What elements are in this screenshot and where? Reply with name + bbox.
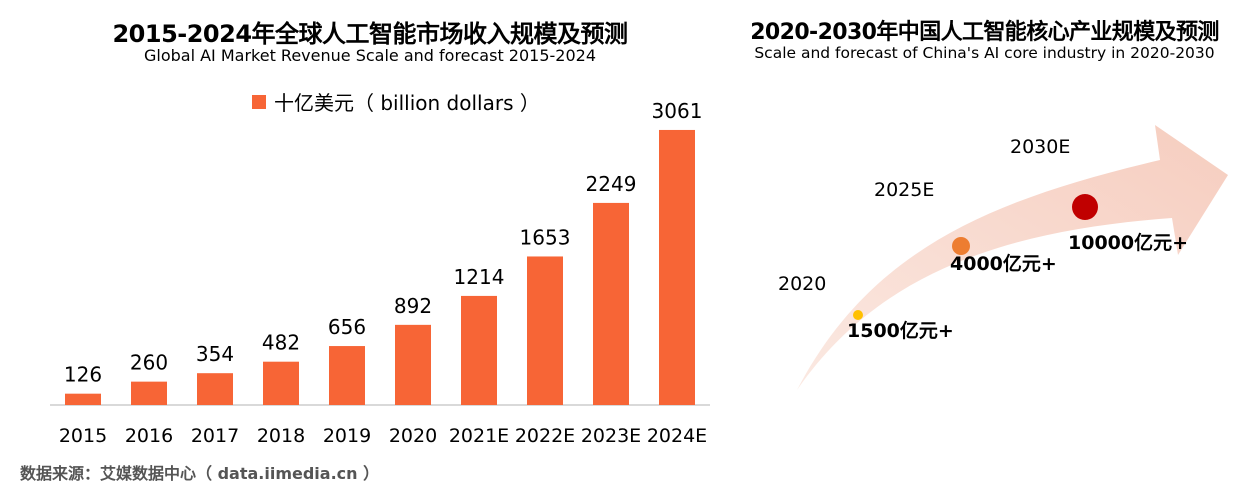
x-tick-label: 2024E: [647, 425, 707, 447]
data-label: 1653: [520, 225, 571, 249]
data-point: [1072, 194, 1098, 220]
bar: [131, 381, 167, 405]
bar: [593, 202, 629, 405]
bar: [197, 373, 233, 405]
data-point: [952, 237, 970, 255]
data-label: 3061: [652, 99, 703, 123]
data-label: 892: [394, 294, 432, 318]
x-tick-label: 2022E: [515, 425, 575, 447]
data-source: 数据来源：艾媒数据中心（ data.iimedia.cn ）: [20, 464, 380, 483]
legend-label: 十亿美元（ billion dollars ）: [274, 91, 540, 115]
x-tick-label: 2020: [389, 425, 437, 447]
bar-chart: 126 2015 260 2016 354 2017 482 2018 656 2019 892 20…: [50, 99, 710, 447]
year-label: 2030E: [1010, 136, 1070, 158]
data-point: [853, 310, 863, 320]
x-tick-label: 2021E: [449, 425, 509, 447]
year-label: 2025E: [874, 179, 934, 201]
year-label: 2020: [778, 273, 826, 295]
data-label: 2249: [586, 172, 637, 196]
data-label: 656: [328, 315, 366, 339]
value-label: 10000亿元+: [1068, 231, 1188, 254]
bar: [329, 346, 365, 405]
data-label: 482: [262, 331, 300, 355]
bar: [659, 129, 695, 406]
bar-chart-title: 2015-2024年全球人工智能市场收入规模及预测: [112, 20, 628, 48]
bar: [527, 256, 563, 405]
legend-swatch: [252, 94, 266, 109]
arrow-chart-title: 2020-2030年中国人工智能核心产业规模及预测: [750, 20, 1219, 45]
data-label: 354: [196, 342, 234, 366]
growth-arrow: [797, 125, 1228, 390]
x-tick-label: 2018: [257, 425, 305, 447]
bar-chart-subtitle: Global AI Market Revenue Scale and forec…: [143, 46, 597, 65]
bar-chart-legend: 十亿美元（ billion dollars ）: [252, 87, 540, 116]
x-tick-label: 2015: [59, 425, 107, 447]
data-label: 126: [64, 363, 102, 387]
x-tick-label: 2016: [125, 425, 173, 447]
x-tick-label: 2019: [323, 425, 371, 447]
data-label: 1214: [454, 265, 505, 289]
bar: [65, 393, 101, 405]
bar: [263, 361, 299, 405]
x-tick-label: 2017: [191, 425, 239, 447]
bar: [395, 324, 431, 405]
bar: [461, 295, 497, 405]
data-label: 260: [130, 351, 168, 375]
value-label: 1500亿元+: [847, 319, 954, 342]
value-label: 4000亿元+: [950, 252, 1057, 275]
arrow-chart-subtitle: Scale and forecast of China's AI core in…: [754, 44, 1215, 62]
x-tick-label: 2023E: [581, 425, 641, 447]
